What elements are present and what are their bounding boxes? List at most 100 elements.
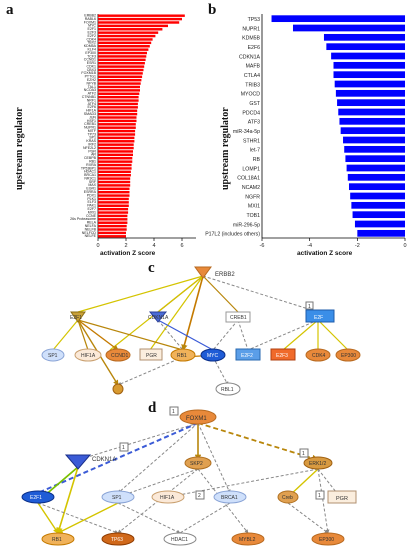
chart-b-category-label: RB bbox=[253, 157, 261, 163]
chart-b: TP53 NUPR1 KDM5B E2F6 CDKN1A MAFB CTLA4 TRIB3 MY… bbox=[205, 14, 407, 249]
chart-a-bar bbox=[98, 177, 131, 180]
chart-a-bar bbox=[98, 190, 130, 194]
chart-b-tick-label: -6 bbox=[260, 243, 265, 249]
node-hif1a-label: HIF1A bbox=[160, 495, 175, 501]
chart-b-tick-label: -4 bbox=[307, 243, 312, 249]
chart-a-category-label: KLF4 bbox=[88, 47, 97, 51]
chart-a-bar bbox=[98, 92, 140, 95]
chart-b-category-label: TP53 bbox=[248, 17, 261, 23]
node-e2f1-label: E2F1 bbox=[30, 495, 42, 501]
node-skp2-label: SKP2 bbox=[190, 461, 203, 467]
node-foxm1-label: FOXM1 bbox=[186, 416, 207, 422]
badge-d-2 bbox=[119, 442, 129, 452]
chart-a-category-label: NR3C1 bbox=[84, 176, 96, 180]
chart-a-category-label: TP53BP1 bbox=[81, 166, 96, 170]
node-sp1-shape bbox=[41, 348, 65, 362]
node-tp63-shape bbox=[101, 532, 135, 546]
chart-a-bar bbox=[98, 95, 139, 99]
chart-a-bar bbox=[98, 140, 135, 143]
badge-d-4-label: 2 bbox=[198, 493, 201, 499]
chart-b-bar bbox=[351, 201, 405, 209]
chart-a-category-label: CDK4 bbox=[87, 37, 96, 41]
chart-a-category-label: KDM5A bbox=[84, 44, 97, 48]
network-d-edges bbox=[37, 422, 341, 535]
badge-d-3 bbox=[299, 448, 309, 458]
node-mybl2-shape bbox=[231, 532, 265, 546]
chart-a-bar bbox=[98, 221, 128, 224]
node-hif1a-label: HIF1A bbox=[81, 353, 96, 359]
chart-b-category-label: KDM5B bbox=[242, 36, 260, 42]
chart-b-category-label: E2F6 bbox=[248, 45, 261, 51]
chart-a-bar bbox=[98, 119, 137, 123]
chart-a-category-label: RABL6 bbox=[85, 17, 96, 21]
chart-a-category-label: MAX bbox=[88, 183, 96, 187]
chart-b-bar bbox=[357, 229, 405, 237]
node-cdkn1a-label: CDKN1A bbox=[148, 315, 169, 321]
chart-a-category-label: CEBPB bbox=[84, 156, 97, 160]
node-brca1-label: BRCA1 bbox=[221, 495, 238, 501]
node-creb-label: Creb bbox=[282, 495, 293, 501]
chart-b-bar bbox=[323, 33, 405, 41]
node-rbl1-shape bbox=[215, 382, 241, 396]
node-erbb2-shape bbox=[194, 266, 212, 279]
badge-c bbox=[305, 301, 314, 310]
chart-a-bar bbox=[98, 24, 168, 28]
node-myc-shape bbox=[200, 348, 226, 362]
chart-a-category-label: NELFB bbox=[85, 227, 97, 231]
chart-b-category-label: miR-296-5p bbox=[233, 222, 260, 228]
chart-a-category-label: PAK1 bbox=[87, 204, 96, 208]
chart-a-bar bbox=[98, 17, 182, 21]
chart-b-category-label: CDKN1A bbox=[239, 54, 261, 60]
network-c: ERBB2 E2F1 CDKN1A CREB1 E2F 1 SP1 HIF1A … bbox=[41, 266, 361, 396]
chart-a-category-label: CCNE bbox=[86, 214, 97, 218]
chart-a-xlabel: activation Z score bbox=[100, 250, 156, 257]
node-e2f2-label: E2F2 bbox=[241, 353, 253, 359]
badge-d-1 bbox=[169, 406, 179, 416]
chart-b-category-label: PDCD4 bbox=[242, 110, 260, 116]
node-e2f1-label: E2F1 bbox=[70, 315, 82, 321]
chart-a-bar bbox=[98, 218, 128, 221]
chart-b-category-label: let-7 bbox=[250, 148, 260, 154]
chart-a-category-label: PGR bbox=[88, 149, 96, 153]
node-erk12-label: ERK1/2 bbox=[309, 461, 326, 467]
chart-b-bar bbox=[343, 136, 405, 144]
chart-b-category-label: MXI1 bbox=[248, 204, 260, 210]
chart-a-category-label: EP300 bbox=[85, 51, 96, 55]
node-ep300-label: EP300 bbox=[341, 353, 356, 359]
chart-a-category-label: RXRA bbox=[86, 163, 96, 167]
chart-a-category-label: E2F7 bbox=[88, 207, 97, 211]
chart-b-bar bbox=[335, 89, 405, 97]
chart-a-bar bbox=[98, 21, 180, 24]
chart-b-bar bbox=[348, 183, 405, 191]
chart-a-bar bbox=[98, 214, 128, 218]
node-rb1-label: RB1 bbox=[177, 353, 187, 359]
chart-a-category-label: EGR1 bbox=[86, 187, 96, 191]
chart-a-category-label: NELFA bbox=[85, 224, 97, 228]
chart-a-category-label: SP1 bbox=[89, 136, 96, 140]
panel-c-label: c bbox=[148, 260, 155, 276]
chart-a-category-label: TCF3 bbox=[87, 54, 96, 58]
chart-a-category-label: NFE2L2 bbox=[83, 146, 96, 150]
panel-d-label: d bbox=[148, 400, 157, 416]
chart-b-bar bbox=[271, 15, 405, 23]
chart-a-category-label: HSF1 bbox=[87, 119, 96, 123]
chart-b-bar bbox=[345, 155, 405, 163]
chart-a-bar bbox=[98, 187, 130, 191]
chart-a-bar bbox=[98, 129, 136, 133]
node-creb1-shape bbox=[225, 311, 251, 323]
network-c-nodes: ERBB2 E2F1 CDKN1A CREB1 E2F 1 SP1 HIF1A … bbox=[41, 266, 361, 396]
chart-a-category-label: TP73 bbox=[88, 132, 97, 136]
chart-a-category-label: SMAD3 bbox=[84, 112, 96, 116]
chart-a-category-label: PLK1 bbox=[87, 197, 96, 201]
node-e2f1-shape bbox=[70, 311, 86, 323]
node-e2f-box-label: E2F bbox=[314, 315, 323, 321]
chart-a-category-label: E2F2 bbox=[88, 34, 97, 38]
node-creb-shape bbox=[277, 490, 299, 504]
chart-b-bar bbox=[347, 173, 405, 181]
chart-b-category-label: NGFR bbox=[245, 194, 260, 200]
node-ep300-shape bbox=[335, 348, 361, 362]
chart-b-bar bbox=[354, 220, 405, 228]
chart-a-category-label: E2F1 bbox=[88, 27, 97, 31]
chart-b-bar bbox=[350, 192, 405, 200]
node-rb1-shape bbox=[41, 532, 75, 546]
